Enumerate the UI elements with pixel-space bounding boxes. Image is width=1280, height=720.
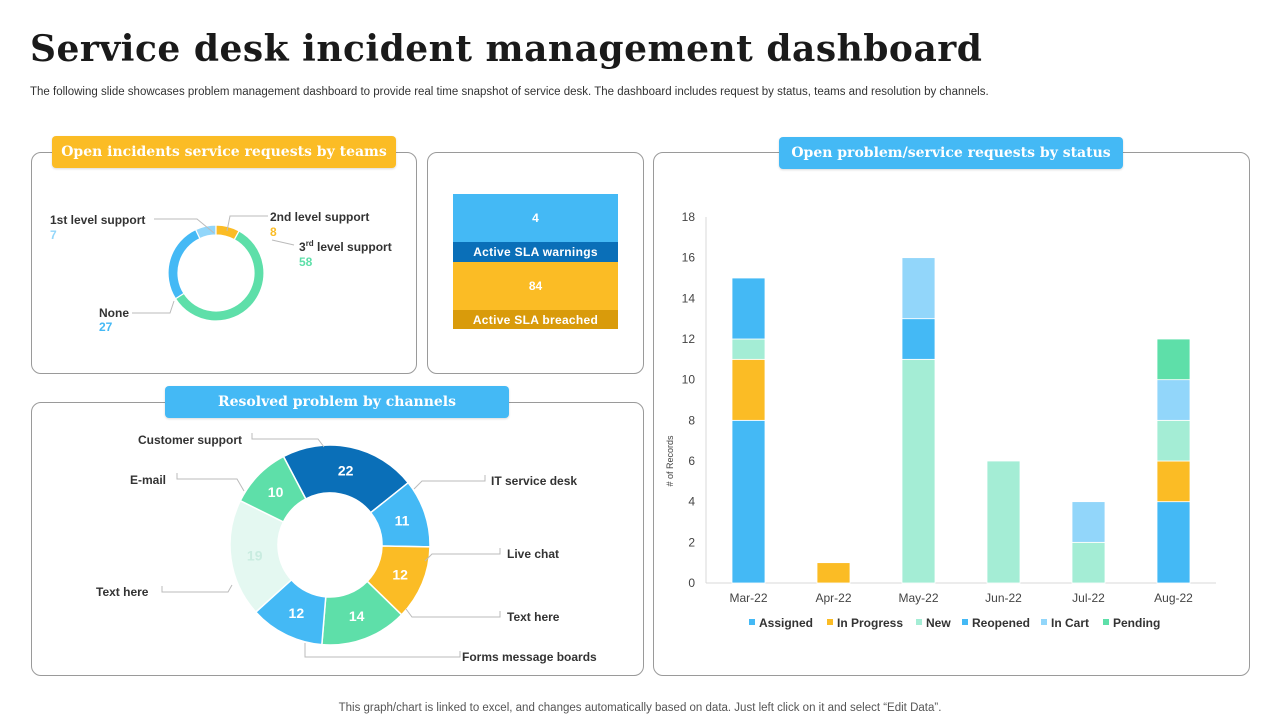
leader-line: [405, 608, 501, 618]
teams-label-2: 3rd level support: [299, 239, 392, 254]
legend-swatch: [1103, 619, 1109, 625]
channels-label-2: Live chat: [507, 547, 559, 561]
status-panel: 0 2 4 6 8 10 12 14 16 18 Mar-22 Apr-22 May-22 Jun-22…: [653, 152, 1250, 676]
channels-slice-6[interactable]: [239, 455, 307, 523]
channels-panel: 22 11 12 14 12 19 10 Customer support E-mail I…: [31, 402, 644, 676]
legend-label[interactable]: Assigned: [759, 616, 813, 630]
x-tick-label: Aug-22: [1154, 591, 1193, 605]
status-panel-title: Open problem/service requests by status: [779, 137, 1123, 169]
bar-May-22-in-cart[interactable]: [901, 257, 936, 320]
y-tick-label: 2: [688, 535, 695, 549]
legend-label[interactable]: Pending: [1113, 616, 1160, 630]
bar-Aug-22-pending[interactable]: [1156, 338, 1191, 381]
legend-swatch: [916, 619, 922, 625]
legend-label[interactable]: In Progress: [837, 616, 903, 630]
y-axis-title: # of Records: [665, 435, 675, 487]
teams-label-1: 2nd level support: [270, 210, 369, 224]
sla-warnings-label: Active SLA warnings: [453, 242, 618, 262]
y-tick-label: 0: [688, 576, 695, 590]
bar-Aug-22-new[interactable]: [1156, 419, 1191, 462]
y-tick-label: 14: [682, 291, 696, 305]
channels-label-4: Forms message boards: [462, 650, 597, 664]
channels-value-2: 12: [392, 566, 408, 582]
y-tick-label: 16: [682, 251, 696, 265]
bar-Aug-22-in-cart[interactable]: [1156, 379, 1191, 421]
sla-breached-label: Active SLA breached: [453, 310, 618, 329]
y-tick-label: 6: [688, 454, 695, 468]
y-tick-label: 4: [688, 495, 695, 509]
bar-Aug-22-assigned[interactable]: [1156, 501, 1191, 584]
x-tick-label: May-22: [898, 591, 938, 605]
x-tick-label: Mar-22: [729, 591, 767, 605]
leader-line: [251, 433, 325, 448]
bar-Jul-22-in-cart[interactable]: [1071, 501, 1106, 543]
channels-label-1: IT service desk: [491, 474, 577, 488]
teams-panel: 1st level support 7 2nd level support 8 …: [31, 152, 417, 374]
status-bar-chart[interactable]: 0 2 4 6 8 10 12 14 16 18 Mar-22 Apr-22 May-22 Jun-22…: [654, 153, 1251, 677]
teams-label-0: 1st level support: [50, 213, 145, 227]
teams-donut-chart[interactable]: 1st level support 7 2nd level support 8 …: [32, 153, 418, 375]
bar-Mar-22-in-progress[interactable]: [731, 358, 766, 421]
channels-value-3: 14: [349, 608, 365, 624]
channels-label-5: Text here: [96, 585, 149, 599]
y-tick-label: 12: [682, 332, 696, 346]
bar-Jul-22-new[interactable]: [1071, 541, 1106, 584]
bar-Aug-22-in-progress[interactable]: [1156, 460, 1191, 503]
channels-value-4: 12: [289, 605, 305, 621]
legend-label[interactable]: New: [926, 616, 951, 630]
teams-label-3: None: [99, 306, 129, 320]
y-tick-label: 18: [682, 210, 696, 224]
leader-line: [161, 584, 233, 593]
x-tick-label: Jul-22: [1072, 591, 1105, 605]
y-tick-label: 8: [688, 413, 695, 427]
channels-value-0: 22: [338, 463, 354, 479]
bar-Mar-22-assigned[interactable]: [731, 419, 766, 584]
channels-slice-0[interactable]: [282, 444, 410, 514]
legend-label[interactable]: In Cart: [1051, 616, 1089, 630]
x-tick-label: Jun-22: [985, 591, 1022, 605]
x-tick-label: Apr-22: [815, 591, 851, 605]
channels-panel-title: Resolved problem by channels: [165, 386, 509, 418]
teams-value-3: 27: [99, 320, 113, 334]
bar-Jun-22-new[interactable]: [986, 460, 1021, 584]
sla-warnings-value: 4: [453, 194, 618, 242]
leader-line: [413, 475, 486, 490]
teams-panel-title: Open incidents service requests by teams: [52, 136, 396, 168]
legend-label[interactable]: Reopened: [972, 616, 1030, 630]
footer-note: This graph/chart is linked to excel, and…: [338, 702, 942, 714]
channels-value-1: 11: [395, 513, 410, 529]
page-title: Service desk incident management dashboa…: [30, 28, 983, 70]
y-tick-label: 10: [682, 373, 696, 387]
legend-swatch: [1041, 619, 1047, 625]
legend-swatch: [962, 619, 968, 625]
channels-label-6: E-mail: [130, 473, 166, 487]
teams-slice-3[interactable]: [167, 228, 201, 300]
leader-line: [226, 215, 268, 232]
legend-swatch: [749, 619, 755, 625]
channels-donut-chart[interactable]: 22 11 12 14 12 19 10 Customer support E-mail I…: [32, 403, 645, 677]
bar-Apr-22-in-progress[interactable]: [816, 562, 851, 584]
channels-label-3: Text here: [507, 610, 560, 624]
leader-line: [304, 643, 461, 658]
leader-line: [271, 239, 295, 246]
bar-May-22-new[interactable]: [901, 358, 936, 584]
leader-line: [176, 473, 245, 492]
channels-label-0: Customer support: [138, 433, 242, 447]
legend-swatch: [827, 619, 833, 625]
sla-breached-value: 84: [453, 262, 618, 310]
teams-value-1: 8: [270, 225, 277, 239]
teams-value-2: 58: [299, 255, 313, 269]
leader-line: [132, 300, 175, 314]
bar-May-22-reopened[interactable]: [901, 318, 936, 360]
leader-line: [154, 218, 215, 234]
bar-Mar-22-reopened[interactable]: [731, 277, 766, 340]
teams-value-0: 7: [50, 228, 57, 242]
leader-line: [424, 548, 501, 562]
channels-value-6: 10: [268, 484, 284, 500]
page-subtitle: The following slide showcases problem ma…: [30, 86, 989, 98]
channels-value-5: 19: [247, 547, 263, 563]
bar-Mar-22-new[interactable]: [731, 338, 766, 360]
